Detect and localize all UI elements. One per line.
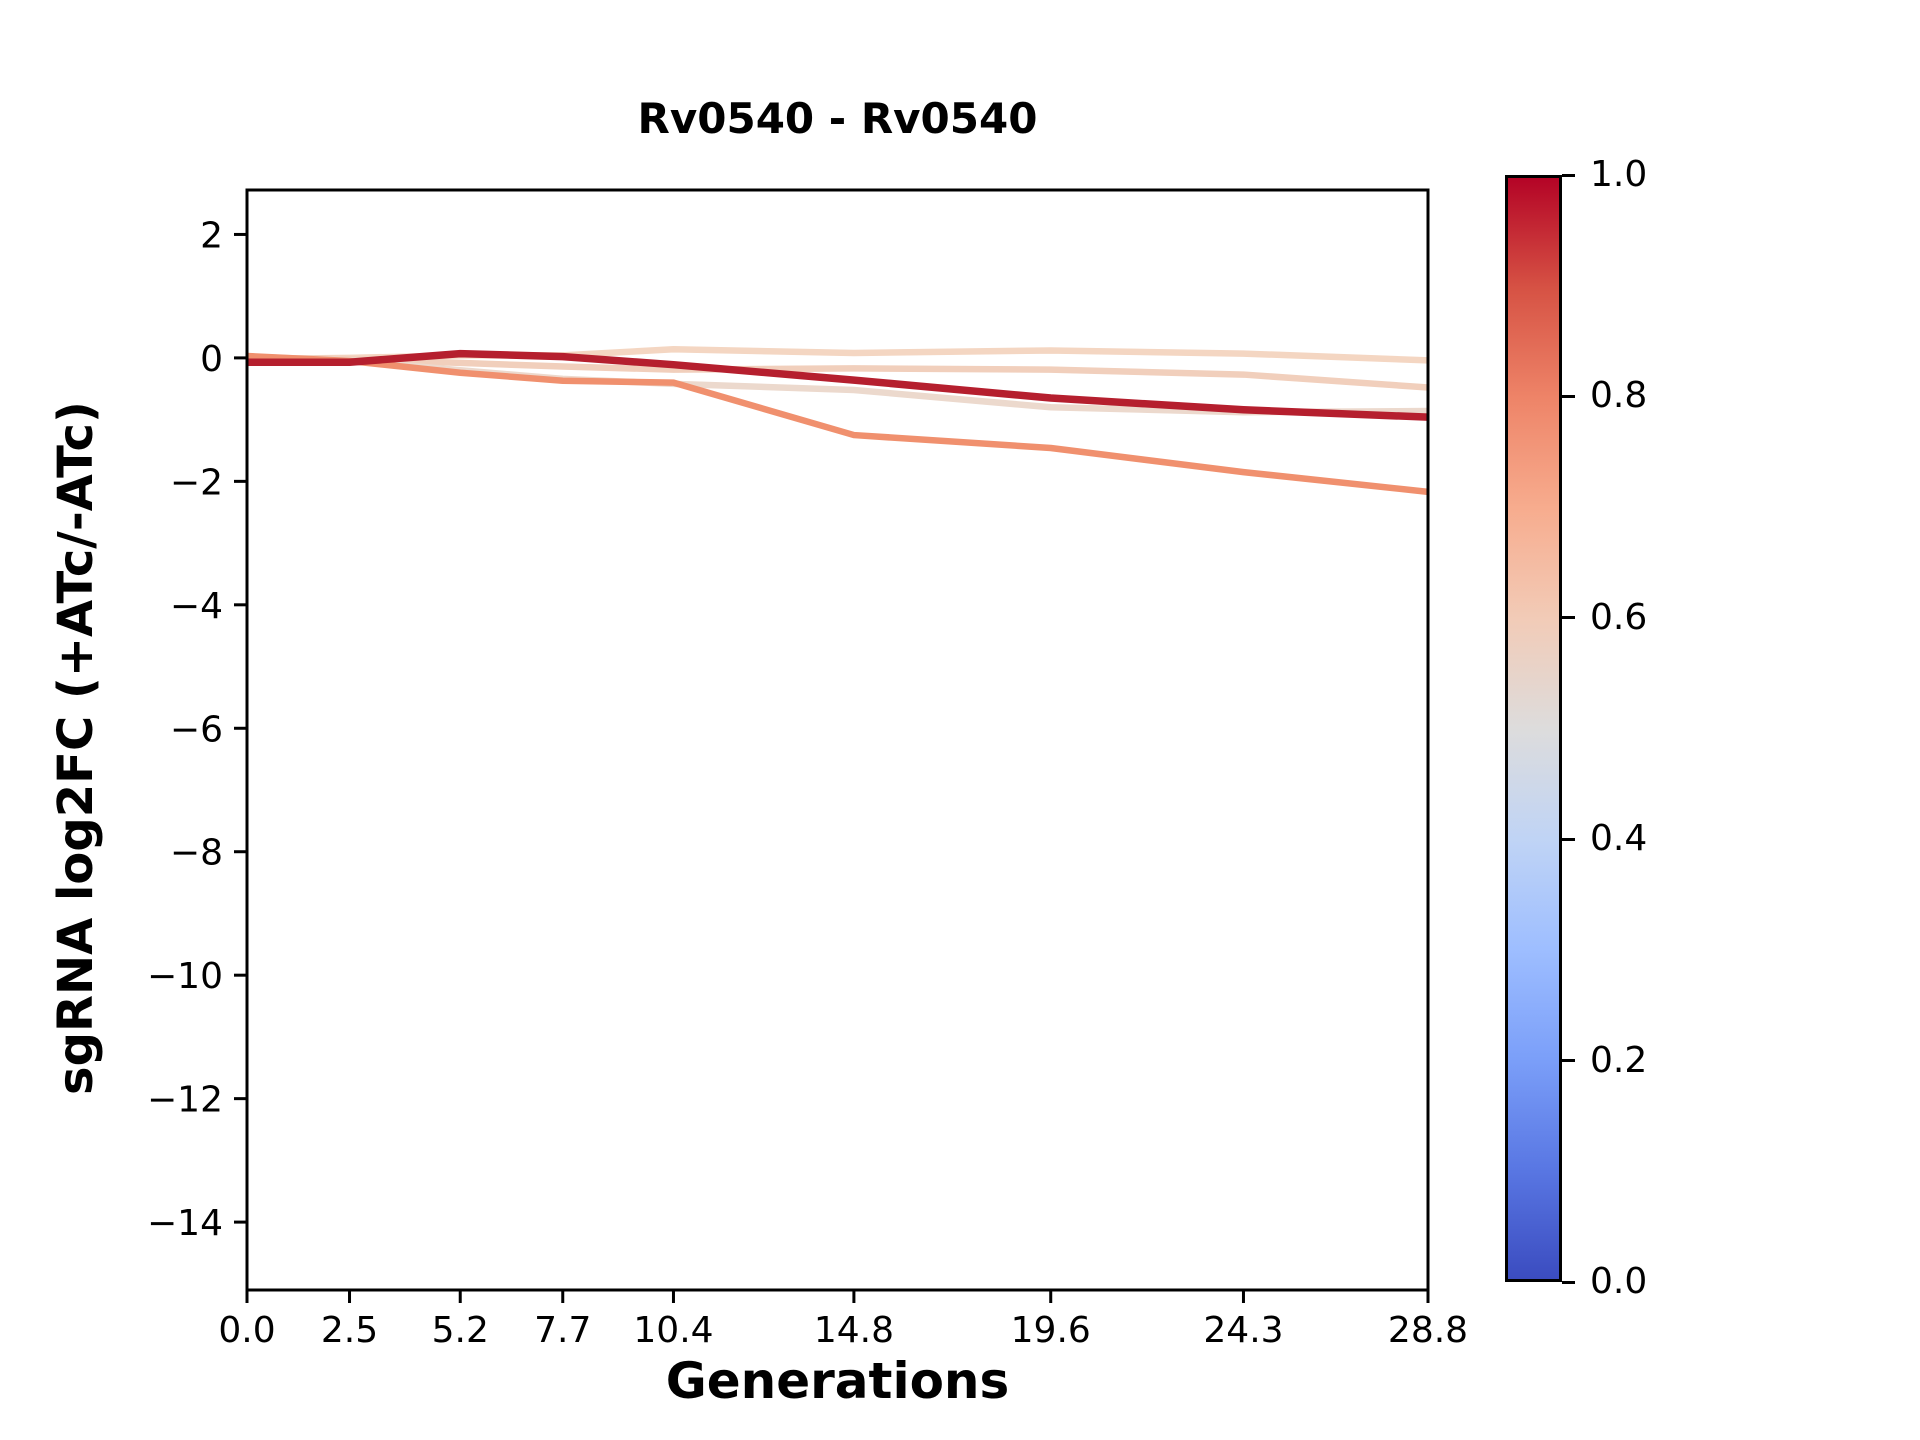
colorbar-tick — [1562, 837, 1575, 841]
y-tick-label: −2 — [170, 462, 223, 503]
x-tick-label: 14.8 — [814, 1310, 894, 1351]
colorbar-tick-label: 1.0 — [1590, 154, 1648, 195]
x-tick-label: 5.2 — [432, 1310, 489, 1351]
y-tick-label: 2 — [200, 215, 223, 256]
colorbar — [1505, 175, 1562, 1282]
y-axis-label: sgRNA log2FC (+ATc/-ATc) — [48, 401, 104, 1095]
colorbar-tick — [1562, 616, 1575, 620]
y-tick-label: −6 — [170, 709, 223, 750]
y-tick-label: −12 — [147, 1080, 223, 1121]
colorbar-tick — [1562, 1059, 1575, 1063]
x-tick-label: 28.8 — [1388, 1310, 1468, 1351]
y-tick-label: −10 — [147, 956, 223, 997]
series-line-2 — [246, 354, 1429, 391]
colorbar-tick-label: 0.2 — [1590, 1039, 1648, 1081]
chart-title: Rv0540 - Rv0540 — [637, 94, 1038, 143]
colorbar-tick — [1562, 1280, 1575, 1284]
y-tick-label: −8 — [170, 833, 223, 874]
x-tick-label: 7.7 — [534, 1310, 591, 1351]
y-tick-label: 0 — [200, 339, 223, 380]
colorbar-tick-label: 0.0 — [1590, 1261, 1648, 1302]
series-line-4 — [246, 352, 1429, 496]
x-axis-label: Generations — [665, 1352, 1010, 1410]
axes-spines — [245, 188, 1430, 1292]
y-tick-label: −14 — [147, 1203, 223, 1244]
x-tick-label: 0.0 — [218, 1310, 275, 1351]
colorbar-tick-label: 0.8 — [1590, 375, 1648, 417]
colorbar-tick-label: 0.6 — [1590, 596, 1648, 638]
x-tick-label: 24.3 — [1203, 1310, 1283, 1351]
colorbar-tick — [1562, 173, 1575, 177]
x-tick-label: 2.5 — [321, 1310, 378, 1351]
series-line-3 — [246, 353, 1429, 416]
x-tick-label: 19.6 — [1011, 1310, 1091, 1351]
y-tick-label: −4 — [170, 586, 223, 627]
colorbar-tick — [1562, 394, 1575, 398]
colorbar-tick-label: 0.4 — [1590, 818, 1648, 860]
x-tick-label: 10.4 — [633, 1310, 713, 1351]
series-line-5 — [247, 349, 1429, 421]
